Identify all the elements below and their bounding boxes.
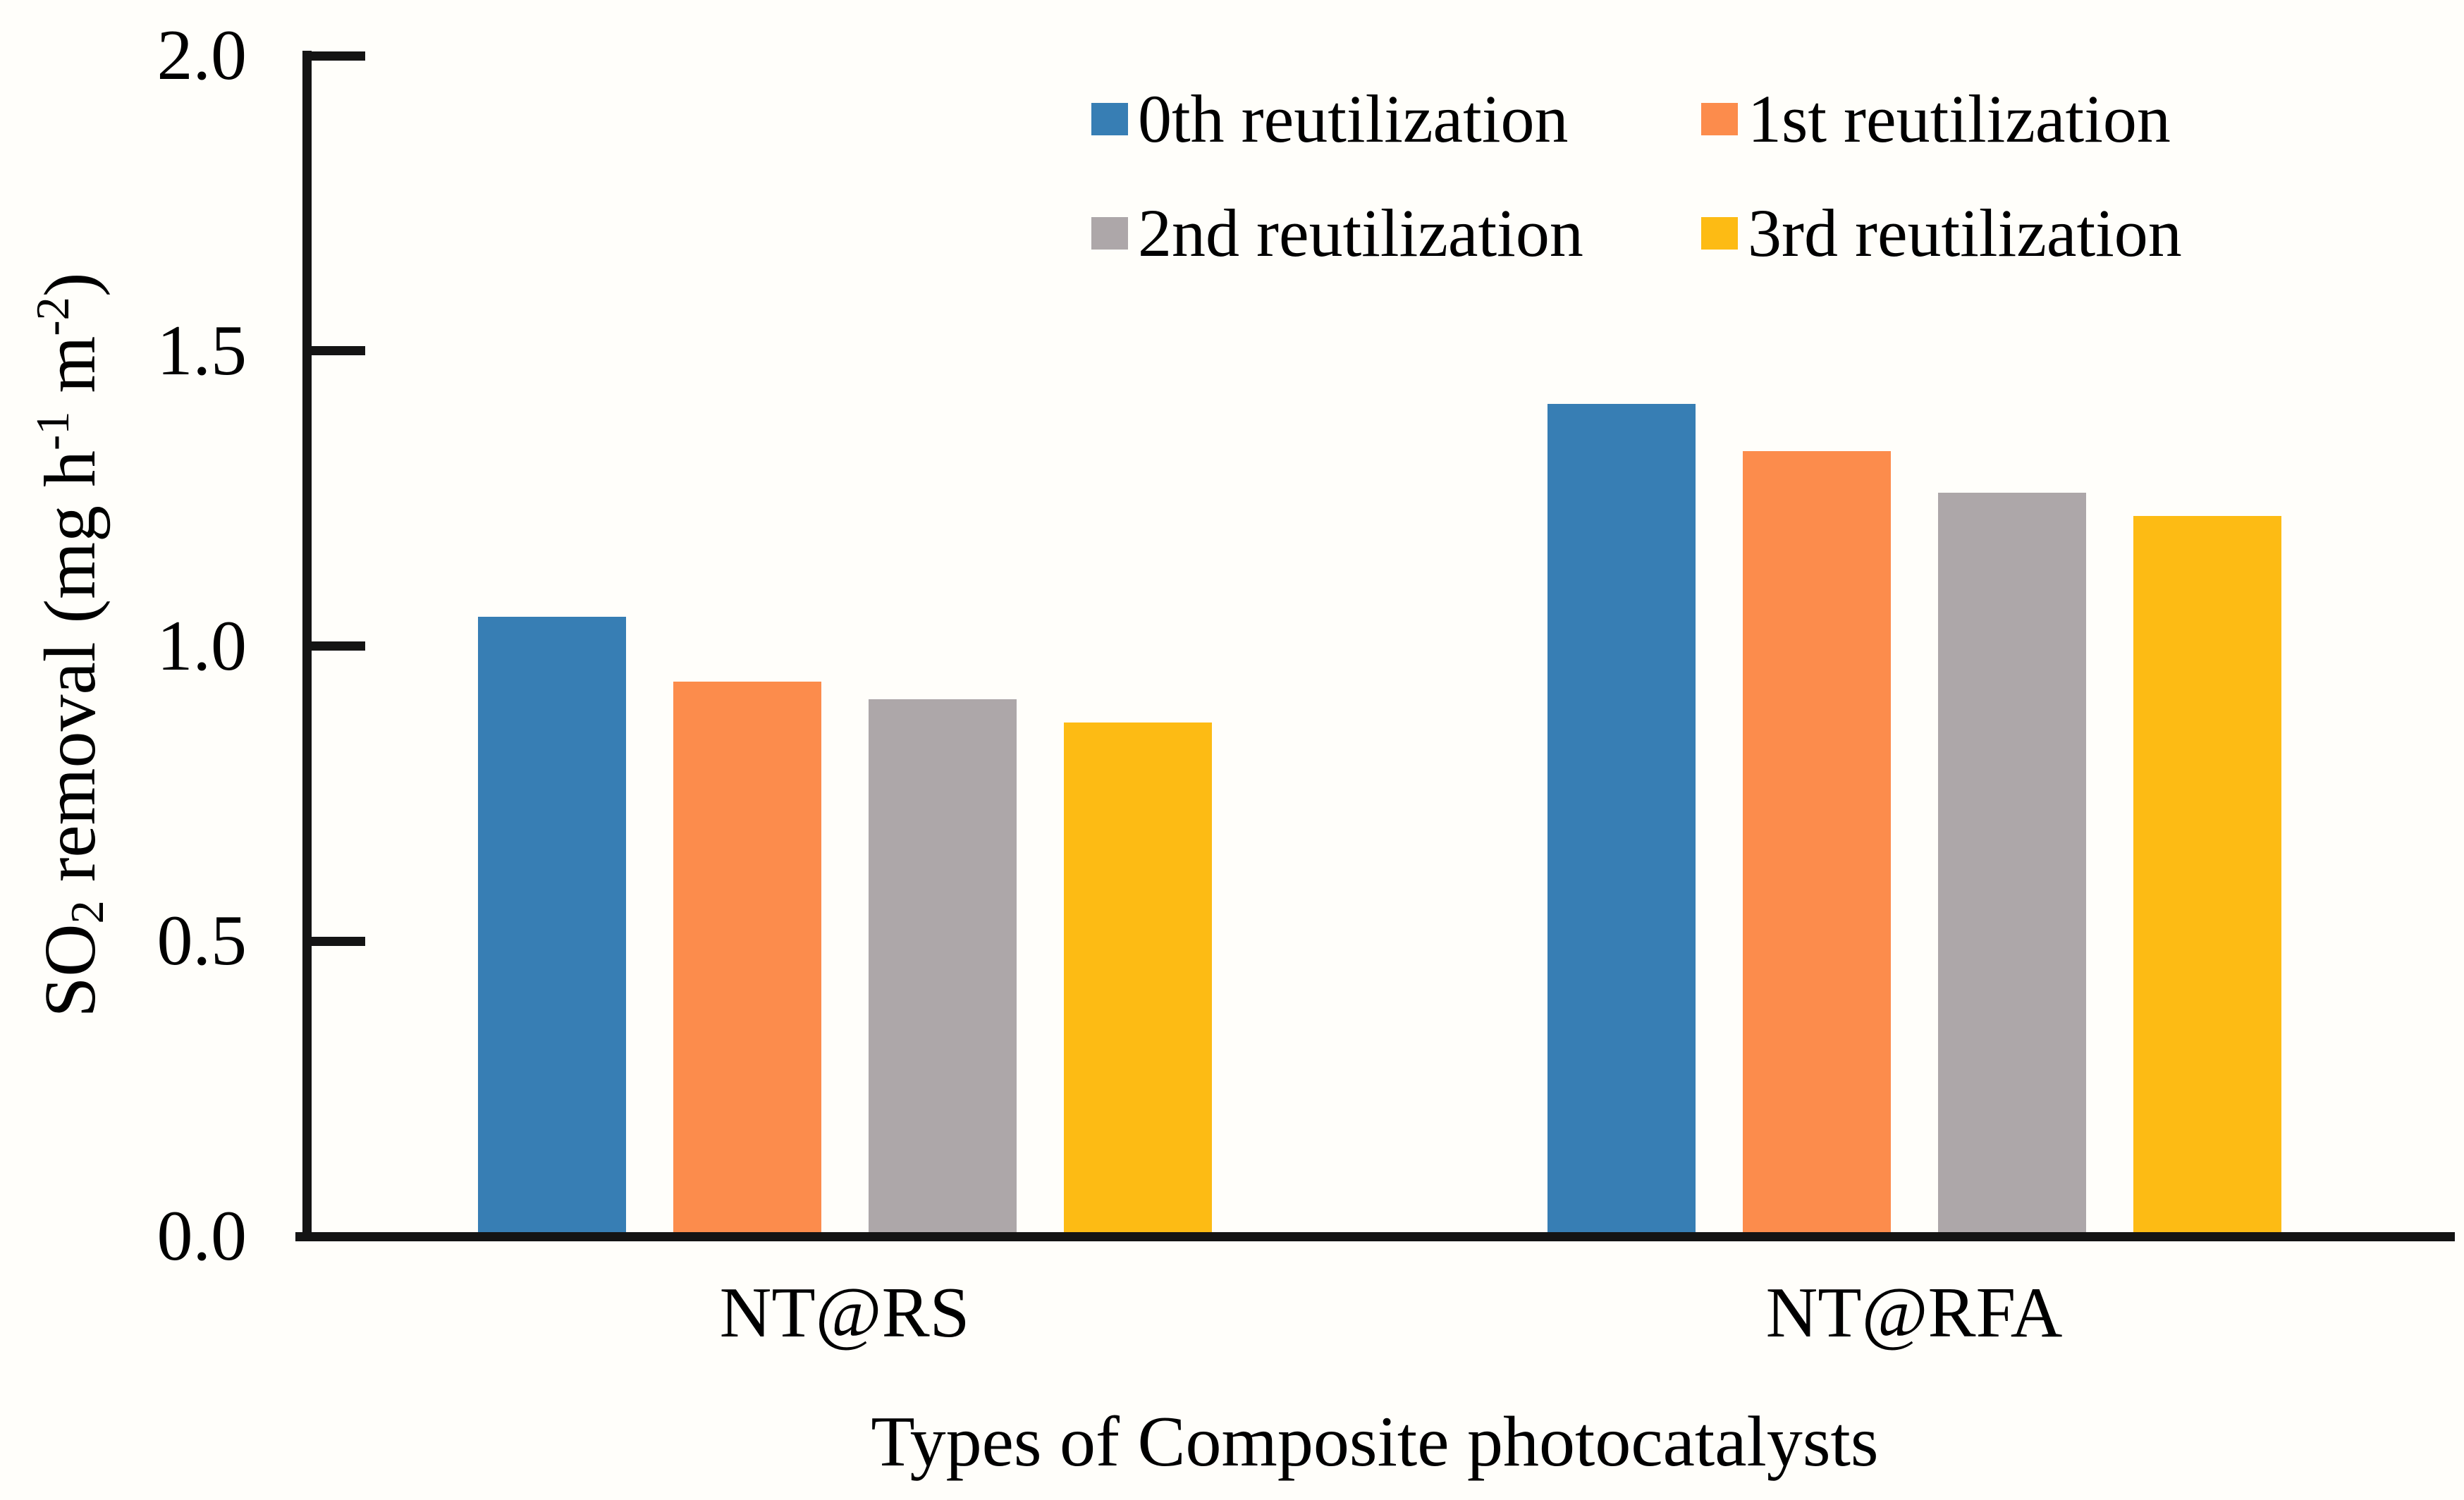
bar-0th-NT@RFA xyxy=(1547,404,1696,1239)
legend-swatch-icon xyxy=(1091,217,1128,250)
bar-2nd-NT@RFA xyxy=(1937,492,2086,1239)
y-tick-mark xyxy=(310,641,365,651)
y-tick-label: 1.0 xyxy=(157,605,247,686)
x-axis-title: Types of Composite photocatalysts xyxy=(871,1402,1879,1482)
legend-label: 2nd reutilization xyxy=(1138,195,1583,271)
y-axis-line xyxy=(302,51,312,1241)
bar-1st-NT@RFA xyxy=(1742,451,1891,1239)
legend-swatch-icon xyxy=(1701,103,1738,135)
bar-0th-NT@RS xyxy=(477,616,626,1239)
legend-label: 0th reutilization xyxy=(1138,81,1569,156)
y-tick-label: 1.5 xyxy=(157,310,247,391)
y-tick-label: 2.0 xyxy=(157,16,247,95)
y-tick-label: 0.5 xyxy=(157,901,247,981)
y-tick-mark xyxy=(310,936,365,946)
y-tick-mark xyxy=(310,346,365,356)
category-label-ntrs: NT@RS xyxy=(719,1273,970,1353)
legend-item: 0th reutilization xyxy=(1091,62,1701,176)
bar-2nd-NT@RS xyxy=(868,699,1017,1239)
y-axis-title-text: ) xyxy=(30,272,111,297)
y-axis-title-text: removal (mg h xyxy=(30,450,111,901)
y-axis-title-sub: 2 xyxy=(61,900,114,924)
legend-label: 3rd reutilization xyxy=(1748,195,2182,271)
legend-label: 1st reutilization xyxy=(1748,81,2171,156)
y-axis-title-text: m xyxy=(30,336,111,412)
legend-item: 2nd reutilization xyxy=(1091,176,1701,290)
y-axis-title-sup: -2 xyxy=(27,297,80,336)
category-label-ntrfa: NT@RFA xyxy=(1765,1273,2063,1353)
legend-item: 3rd reutilization xyxy=(1701,176,2182,290)
legend: 0th reutilization 1st reutilization 2nd … xyxy=(1091,62,2182,290)
y-axis-title-sup: -1 xyxy=(27,411,80,450)
bar-3rd-NT@RFA xyxy=(2133,516,2281,1239)
bar-1st-NT@RS xyxy=(673,681,821,1239)
legend-swatch-icon xyxy=(1701,217,1738,250)
legend-swatch-icon xyxy=(1091,103,1128,135)
y-tick-mark xyxy=(310,51,365,61)
x-axis-line xyxy=(295,1232,2455,1241)
y-axis-title: SO2 removal (mg h-1 m-2) xyxy=(27,273,114,1018)
y-tick-label: 0.0 xyxy=(157,1196,247,1276)
bar-3rd-NT@RS xyxy=(1063,723,1212,1239)
legend-item: 1st reutilization xyxy=(1701,62,2182,176)
y-axis-title-text: SO xyxy=(30,923,111,1018)
